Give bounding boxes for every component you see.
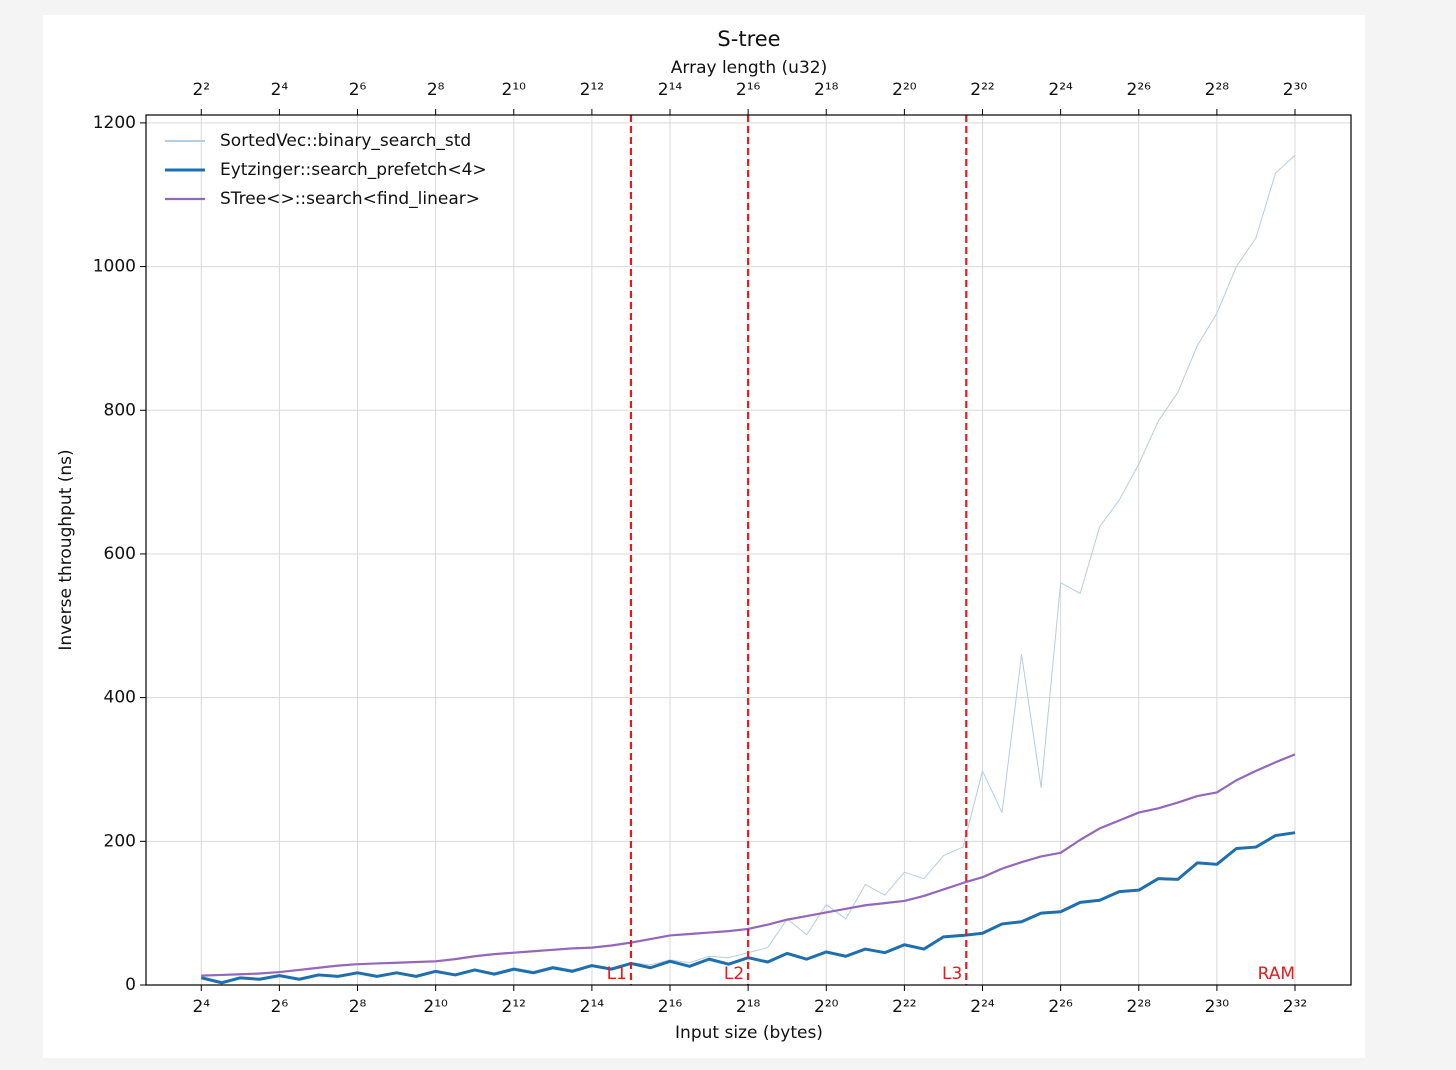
- x2-tick-label: 2³⁰: [1283, 80, 1308, 100]
- x2-tick-label: 2²⁸: [1205, 80, 1230, 100]
- legend-label: STree<>::search<find_linear>: [220, 189, 480, 209]
- x-tick-label: 2³⁰: [1205, 997, 1230, 1017]
- x-axis-label: Input size (bytes): [675, 1023, 823, 1043]
- x2-tick-label: 2⁶: [349, 80, 367, 100]
- y-tick-label: 600: [104, 544, 136, 564]
- x-tick-label: 2²²: [892, 997, 916, 1017]
- x2-tick-label: 2¹⁴: [658, 80, 683, 100]
- plot-frame: [145, 114, 1352, 986]
- y-tick-label: 1200: [93, 113, 136, 133]
- x2-tick-label: 2⁸: [427, 80, 445, 100]
- x-tick-label: 2²⁸: [1127, 997, 1152, 1017]
- x-tick-label: 2¹⁸: [736, 997, 761, 1017]
- y-tick-label: 0: [125, 975, 136, 995]
- x-tick-label: 2²⁶: [1048, 997, 1073, 1017]
- y-tick-label: 1000: [93, 257, 136, 277]
- x2-tick-label: 2²⁶: [1127, 80, 1152, 100]
- x-tick-label: 2¹²: [502, 997, 526, 1017]
- x2-axis-label: Array length (u32): [671, 58, 827, 78]
- chart-title: S-tree: [717, 27, 780, 51]
- cache-label: L3: [942, 964, 962, 984]
- y-tick-label: 400: [104, 688, 136, 708]
- cache-label: L1: [607, 964, 627, 984]
- x2-tick-label: 2¹⁸: [814, 80, 839, 100]
- x2-tick-label: 2¹⁶: [736, 80, 761, 100]
- y-axis-label: Inverse throughput (ns): [56, 449, 76, 650]
- x-tick-label: 2⁸: [349, 997, 367, 1017]
- y-tick-label: 800: [104, 400, 136, 420]
- x2-tick-label: 2²²: [970, 80, 994, 100]
- legend-label: Eytzinger::search_prefetch<4>: [220, 160, 487, 180]
- x2-tick-label: 2²: [192, 80, 210, 100]
- x-tick-label: 2¹⁴: [580, 997, 605, 1017]
- x-tick-label: 2²⁴: [970, 997, 995, 1017]
- x-tick-label: 2³²: [1283, 997, 1307, 1017]
- x2-tick-label: 2¹²: [580, 80, 604, 100]
- x-tick-label: 2⁴: [192, 997, 210, 1017]
- x2-tick-label: 2⁴: [271, 80, 289, 100]
- x-tick-label: 2¹⁶: [658, 997, 683, 1017]
- y-tick-label: 200: [104, 831, 136, 851]
- x-tick-label: 2⁶: [271, 997, 289, 1017]
- x-tick-label: 2¹⁰: [423, 997, 448, 1017]
- cache-label: RAM: [1258, 964, 1295, 984]
- x2-tick-label: 2¹⁰: [502, 80, 527, 100]
- x2-tick-label: 2²⁴: [1048, 80, 1073, 100]
- card: [43, 15, 1365, 1058]
- cache-label: L2: [724, 964, 744, 984]
- legend-label: SortedVec::binary_search_std: [220, 131, 471, 151]
- x2-tick-label: 2²⁰: [892, 80, 917, 100]
- series-line: [201, 753, 1296, 977]
- x-tick-label: 2²⁰: [814, 997, 839, 1017]
